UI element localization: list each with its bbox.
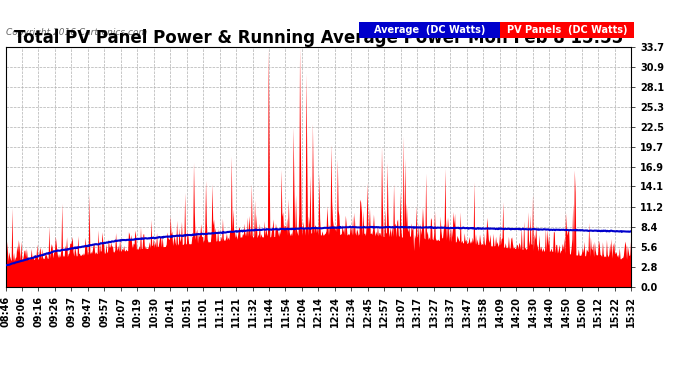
Text: Copyright 2016 Cartronics.com: Copyright 2016 Cartronics.com: [6, 28, 147, 37]
Text: Average  (DC Watts): Average (DC Watts): [374, 25, 485, 35]
FancyBboxPatch shape: [500, 22, 635, 39]
Text: PV Panels  (DC Watts): PV Panels (DC Watts): [507, 25, 627, 35]
Title: Total PV Panel Power & Running Average Power Mon Feb 8 15:55: Total PV Panel Power & Running Average P…: [14, 29, 623, 47]
FancyBboxPatch shape: [359, 22, 500, 39]
